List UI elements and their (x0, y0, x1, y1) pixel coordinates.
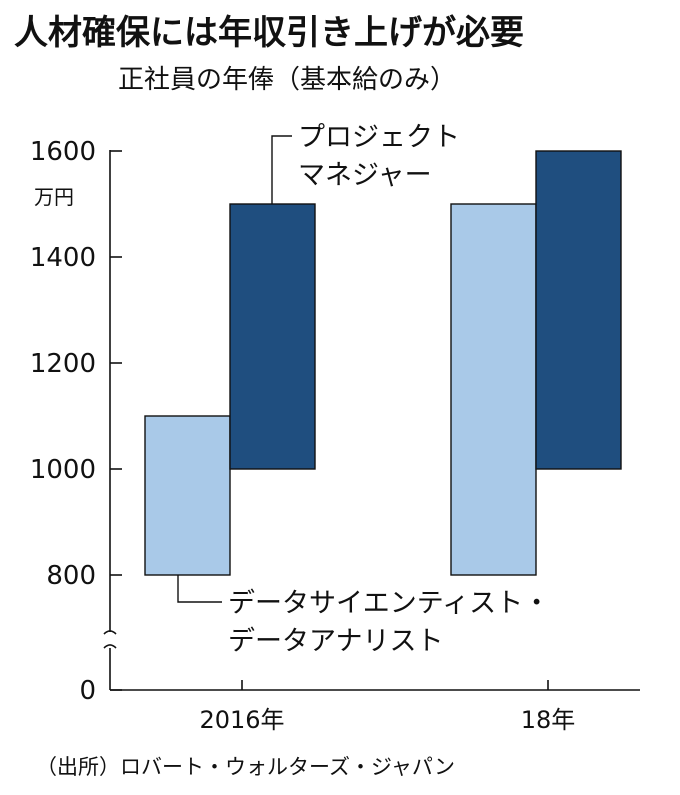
chart-title: 人材確保には年収引き上げが必要 (14, 13, 524, 53)
y-tick-label: 1200 (30, 349, 96, 379)
source-note: （出所）ロバート・ウォルターズ・ジャパン (36, 755, 455, 779)
y-axis: 万円 (34, 150, 117, 690)
axis-break-mark (103, 630, 117, 649)
bar-data-scientist-0 (144, 415, 231, 576)
bar-project-manager-0 (229, 203, 316, 470)
y-tick-label: 1600 (30, 137, 96, 167)
y-unit-label: 万円 (34, 185, 74, 209)
legend-label-dark-line1: プロジェクト (298, 122, 460, 153)
y-tick-label: 800 (46, 561, 96, 591)
x-tick-label: 2016年 (199, 706, 284, 734)
bars (144, 150, 622, 576)
legend-leader-dark (271, 135, 292, 204)
legend-project-manager: プロジェクト マネジャー (271, 122, 460, 204)
y-tick-label: 0 (79, 676, 96, 706)
x-ticks: 2016年 18年 (199, 680, 575, 734)
y-ticks: 1600 1400 1200 1000 800 0 (30, 137, 122, 706)
legend-label-light-line1: データサイエンティスト・ (228, 588, 550, 619)
y-tick-label: 1400 (30, 243, 96, 273)
x-tick-label: 18年 (521, 706, 576, 734)
legend-label-light-line2: データアナリスト (228, 626, 443, 657)
bar-data-scientist-1 (450, 203, 537, 576)
legend-leader-light (177, 575, 222, 603)
legend-label-dark-line2: マネジャー (298, 160, 432, 191)
chart-subtitle: 正社員の年俸（基本給のみ） (118, 65, 456, 95)
y-tick-label: 1000 (30, 455, 96, 485)
bar-project-manager-1 (535, 150, 622, 470)
legend-data-scientist: データサイエンティスト・ データアナリスト (177, 575, 550, 657)
